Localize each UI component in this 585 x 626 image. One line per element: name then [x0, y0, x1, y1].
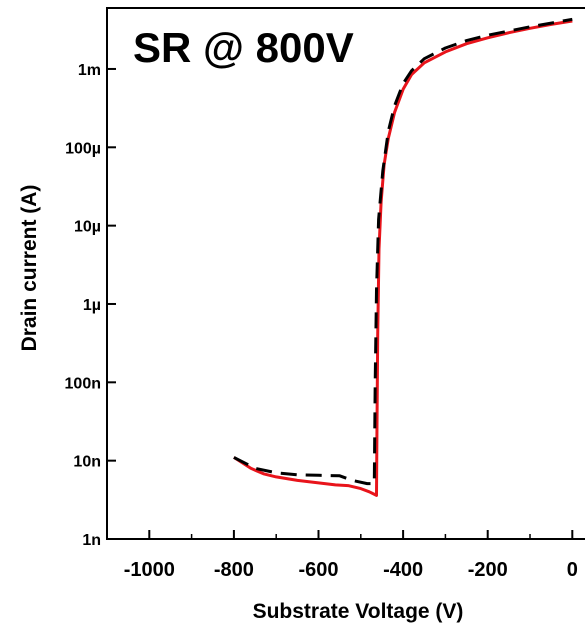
y-tick-label: 10n [73, 454, 101, 471]
y-axis-title: Drain current (A) [18, 185, 41, 352]
x-tick-label: -1000 [124, 559, 175, 581]
tick-labels: -1000 -800 -600 -400 -200 0 1n 10n 100n 1µ 10µ 100µ… [65, 62, 578, 581]
x-tick-label: -200 [468, 559, 508, 581]
ticks [107, 67, 574, 540]
x-tick-label: 0 [567, 559, 578, 581]
x-tick-label: -800 [214, 559, 254, 581]
y-tick-label: 10µ [74, 219, 101, 236]
plot-frame [106, 7, 585, 540]
x-tick-label: -400 [383, 559, 423, 581]
chart-title: SR @ 800V [133, 24, 354, 71]
y-tick-label: 100n [65, 375, 101, 392]
y-tick-label: 100µ [65, 140, 101, 157]
x-axis-title: Substrate Voltage (V) [253, 600, 464, 623]
x-tick-label: -600 [298, 559, 338, 581]
y-tick-label: 1n [82, 532, 101, 549]
plot-lines [233, 17, 573, 497]
series-line-solid [233, 19, 573, 497]
y-tick-label: 1m [78, 62, 101, 79]
y-tick-label: 1µ [83, 297, 101, 314]
series-line-dashed [233, 17, 573, 486]
